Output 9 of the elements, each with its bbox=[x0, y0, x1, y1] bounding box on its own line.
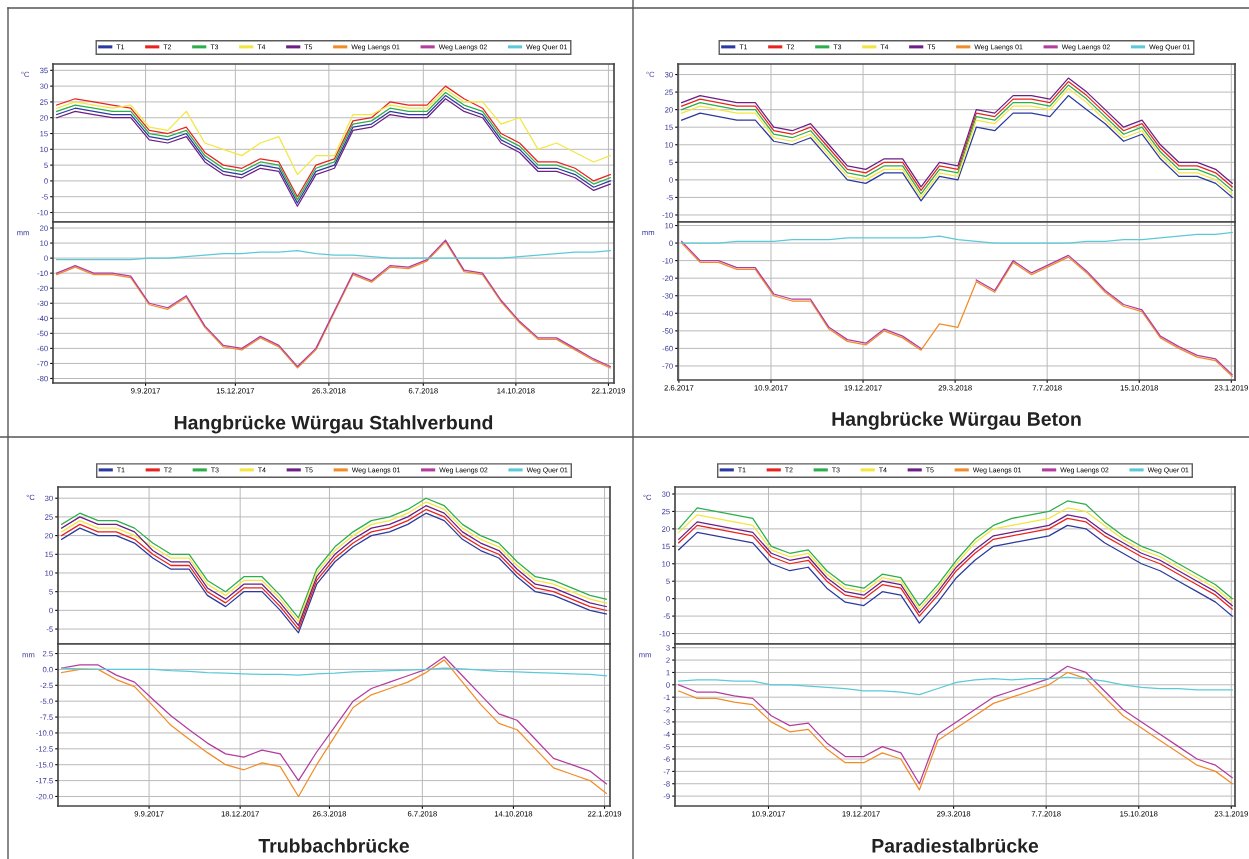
text: Hangbrücke Würgau Beton bbox=[832, 411, 1081, 430]
line-series bbox=[56, 88, 611, 176]
text: Trubbachbrücke bbox=[258, 838, 409, 853]
text: Paradiestalbrücke bbox=[872, 838, 1039, 853]
line-series bbox=[61, 667, 607, 677]
line-series bbox=[56, 249, 611, 261]
text: Hangbrücke Würgau Stahlverbund bbox=[174, 415, 493, 434]
line-series bbox=[678, 676, 1233, 696]
line-series bbox=[681, 231, 1233, 244]
